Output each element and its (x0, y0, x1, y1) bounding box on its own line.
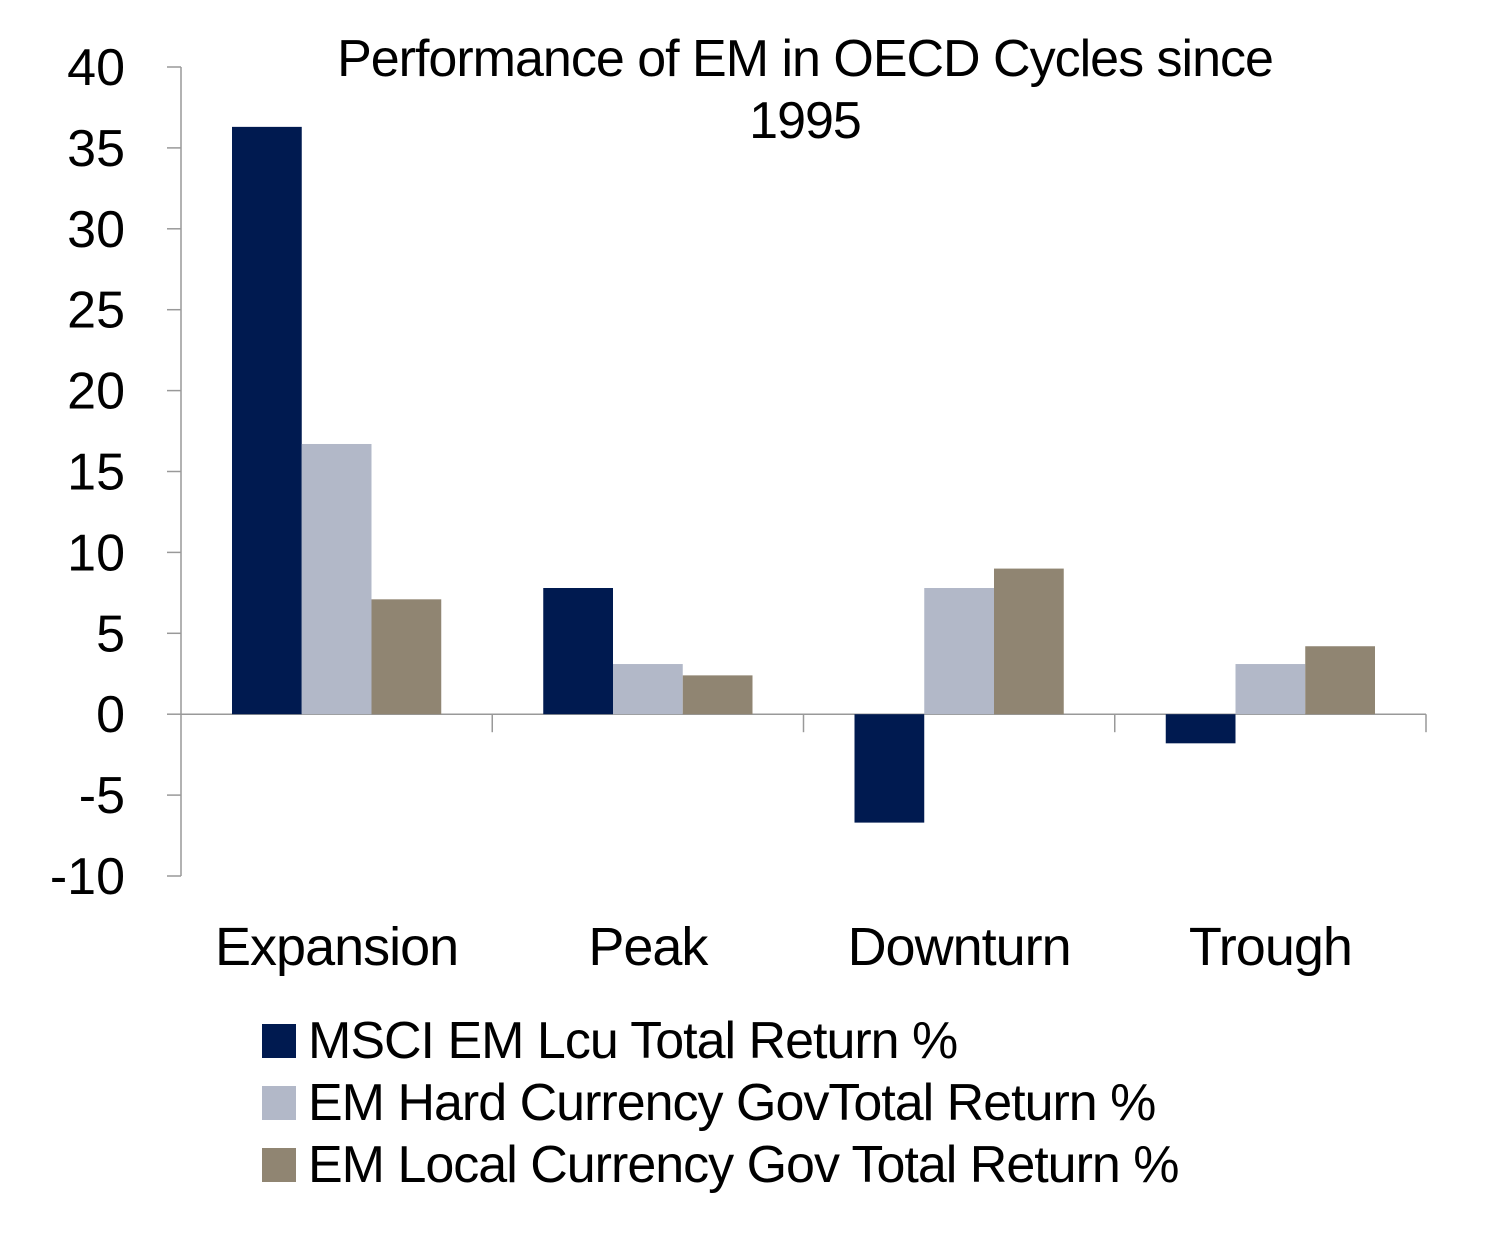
bar (301, 443, 372, 715)
x-tick-label: Expansion (215, 917, 458, 977)
bar (232, 126, 302, 715)
chart-title: Performance of EM in OECD Cycles since 1… (250, 28, 1360, 152)
legend-item-hard-currency: EM Hard Currency GovTotal Return % (262, 1072, 1179, 1134)
bar (994, 568, 1064, 715)
legend-swatch-hard-currency (262, 1086, 296, 1120)
x-tick-label: Peak (588, 917, 709, 977)
x-axis-labels: Expansion Peak Downturn Trough (215, 917, 1353, 977)
legend-label-msci-em: MSCI EM Lcu Total Return % (308, 1012, 958, 1070)
chart-title-line-2: 1995 (749, 92, 862, 150)
x-tick-label: Trough (1189, 917, 1352, 977)
bar (1235, 664, 1306, 715)
y-tick-label: 5 (96, 605, 125, 663)
bar (371, 599, 442, 715)
y-tick-label: 20 (67, 363, 125, 421)
bar (1305, 646, 1375, 715)
legend-swatch-local-currency (262, 1148, 296, 1182)
y-tick-label: -10 (50, 848, 125, 906)
bar (543, 588, 613, 715)
bar (613, 664, 683, 715)
y-tick-label: 30 (67, 201, 125, 259)
y-tick-label: 10 (67, 524, 125, 582)
bar (924, 588, 994, 715)
y-tick-label: -5 (79, 767, 125, 825)
y-tick-label: 0 (96, 686, 125, 744)
y-tick-label: 15 (67, 444, 125, 502)
legend: MSCI EM Lcu Total Return % EM Hard Curre… (262, 1010, 1180, 1196)
legend-label-local-currency: EM Local Currency Gov Total Return % (308, 1136, 1180, 1194)
legend-swatch-msci-em (262, 1024, 296, 1058)
bar (682, 675, 753, 715)
y-tick-label: 35 (67, 120, 125, 178)
y-axis-ticks: -10 -5 0 5 10 15 20 25 30 35 40 (50, 39, 181, 906)
legend-item-local-currency: EM Local Currency Gov Total Return % (262, 1134, 1180, 1196)
y-tick-label: 40 (67, 39, 125, 97)
bars (232, 126, 1375, 823)
legend-item-msci-em: MSCI EM Lcu Total Return % (262, 1010, 1179, 1072)
y-tick-label: 25 (67, 282, 125, 340)
bar (1165, 714, 1236, 744)
legend-label-hard-currency: EM Hard Currency GovTotal Return % (308, 1074, 1156, 1132)
bar (854, 714, 925, 823)
x-tick-label: Downturn (848, 917, 1071, 977)
chart-title-line-1: Performance of EM in OECD Cycles since (337, 30, 1274, 88)
